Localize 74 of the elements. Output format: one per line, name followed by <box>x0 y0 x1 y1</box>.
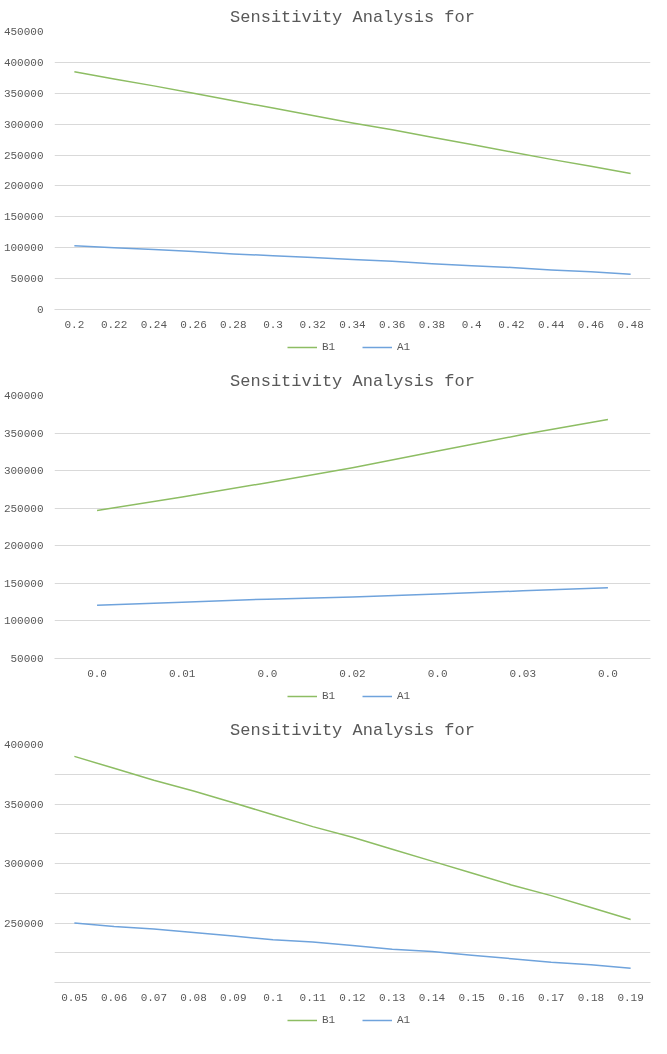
y-tick-label: 250000 <box>3 917 44 930</box>
x-tick-label: 0.38 <box>418 318 446 331</box>
x-tick-label: 0.17 <box>537 991 565 1004</box>
x-tick-label: 0.05 <box>61 991 88 1004</box>
line-series <box>96 587 609 606</box>
y-tick-label: 300000 <box>3 465 44 478</box>
x-tick-label: 0.15 <box>458 991 485 1004</box>
line-series <box>73 70 632 175</box>
y-tick-label: 350000 <box>3 87 44 100</box>
x-tick-label: 0.0 <box>427 667 448 680</box>
x-tick-label: 0.18 <box>577 991 605 1004</box>
x-tick-label: 0.09 <box>220 991 247 1004</box>
x-tick-label: 0.3 <box>263 318 283 331</box>
x-tick-label: 0.4 <box>461 318 482 331</box>
x-tick-label: 0.12 <box>339 991 366 1004</box>
x-tick-label: 0.0 <box>257 667 278 680</box>
x-tick-label: 0.0 <box>598 667 618 680</box>
legend-label: B1 <box>322 341 337 353</box>
y-tick-label: 200000 <box>3 540 44 553</box>
y-tick-label: 150000 <box>3 577 44 590</box>
chart-title: Sensitivity Analysis for <box>230 371 475 391</box>
y-tick-label: 100000 <box>3 242 44 255</box>
legend-label: A1 <box>397 690 412 702</box>
x-tick-label: 0.14 <box>418 991 446 1004</box>
line-series <box>73 755 632 921</box>
x-tick-label: 0.26 <box>180 318 207 331</box>
x-tick-label: 0.0 <box>87 667 107 680</box>
x-tick-label: 0.19 <box>617 991 644 1004</box>
x-tick-label: 0.36 <box>379 318 406 331</box>
y-tick-label: 50000 <box>10 653 44 665</box>
y-tick-label: 350000 <box>3 798 44 811</box>
x-tick-label: 0.16 <box>498 991 525 1004</box>
chart-title: Sensitivity Analysis for <box>230 7 475 27</box>
x-tick-label: 0.13 <box>379 991 406 1004</box>
y-tick-label: 400000 <box>3 390 44 402</box>
y-tick-label: 250000 <box>3 502 44 515</box>
x-tick-label: 0.24 <box>140 318 168 331</box>
x-tick-label: 0.2 <box>64 318 85 331</box>
legend-label: B1 <box>322 690 337 702</box>
x-tick-label: 0.03 <box>509 667 536 680</box>
y-tick-label: 450000 <box>3 26 44 38</box>
line-series <box>96 418 609 512</box>
legend-label: A1 <box>397 1014 412 1026</box>
x-tick-label: 0.32 <box>299 318 326 331</box>
y-tick-label: 150000 <box>3 211 44 224</box>
x-tick-label: 0.07 <box>140 991 168 1004</box>
y-tick-label: 350000 <box>3 427 44 440</box>
x-tick-label: 0.01 <box>169 667 196 680</box>
y-tick-label: 0 <box>36 304 44 316</box>
x-tick-label: 0.34 <box>339 318 367 331</box>
y-tick-label: 400000 <box>3 739 44 751</box>
y-tick-label: 250000 <box>3 149 44 162</box>
x-tick-label: 0.46 <box>577 318 605 331</box>
line-series <box>73 922 632 969</box>
y-tick-label: 400000 <box>3 56 44 69</box>
chart-title: Sensitivity Analysis for <box>230 720 475 740</box>
x-tick-label: 0.02 <box>339 667 366 680</box>
legend-label: B1 <box>322 1014 337 1026</box>
y-tick-label: 100000 <box>3 615 44 628</box>
x-tick-label: 0.28 <box>220 318 247 331</box>
x-tick-label: 0.08 <box>180 991 207 1004</box>
legend-label: A1 <box>397 341 412 353</box>
x-tick-label: 0.11 <box>299 991 327 1004</box>
y-tick-label: 200000 <box>3 180 44 193</box>
x-tick-label: 0.42 <box>498 318 525 331</box>
y-tick-label: 50000 <box>10 273 44 286</box>
y-tick-label: 300000 <box>3 118 44 131</box>
line-series <box>73 245 632 276</box>
x-tick-label: 0.22 <box>100 318 128 331</box>
x-tick-label: 0.48 <box>617 318 644 331</box>
y-tick-label: 300000 <box>3 858 44 870</box>
x-tick-label: 0.1 <box>263 991 284 1004</box>
x-tick-label: 0.44 <box>537 318 565 331</box>
x-tick-label: 0.06 <box>100 991 128 1004</box>
